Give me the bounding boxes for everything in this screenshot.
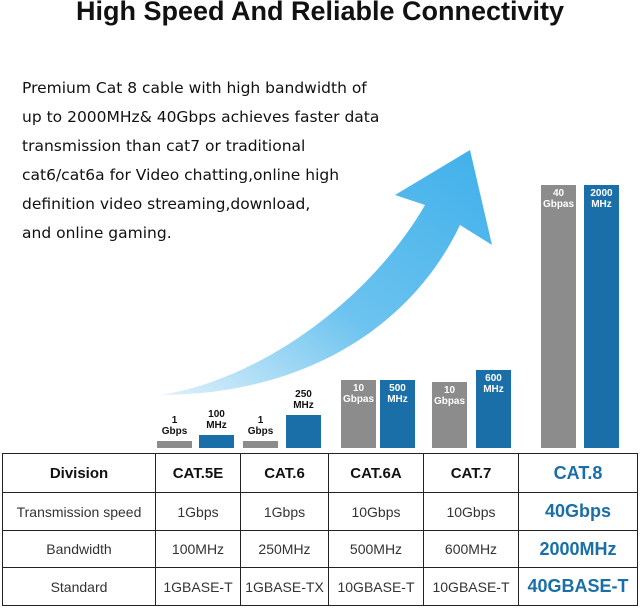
table-cell: CAT.8 — [518, 453, 638, 493]
bandwidth-label: 250 — [295, 389, 312, 400]
bandwidth-bar — [476, 370, 511, 448]
arrow — [160, 150, 492, 395]
description-line: Premium Cat 8 cable with high bandwidth … — [22, 79, 367, 97]
table-cell: 1Gbps — [155, 492, 241, 531]
speed-label: 10 — [353, 383, 365, 394]
table-row: Bandwidth 100MHz 250MHz 500MHz 600MHz 2000MHz — [2, 530, 638, 568]
table-cell: 2000MHz — [518, 530, 638, 568]
table-cell: 10Gbps — [328, 492, 424, 531]
table-cell: CAT.7 — [423, 453, 519, 493]
table-row: Transmission speed 1Gbps 1Gbps 10Gbps 10Gbps… — [2, 492, 638, 531]
table-cell: Standard — [2, 567, 156, 606]
bandwidth-label: MHz — [206, 420, 227, 431]
speed-label: 40 — [553, 188, 565, 199]
speed-bar — [432, 382, 467, 448]
speed-label: Gbps — [248, 426, 274, 437]
table-cell: 10GBASE-T — [328, 567, 424, 606]
table-cell: 40GBASE-T — [518, 567, 638, 606]
table-cell: 10Gbps — [423, 492, 519, 531]
speed-label: Gbps — [162, 426, 188, 437]
table-cell: 100MHz — [155, 530, 241, 568]
description: Premium Cat 8 cable with high bandwidth … — [22, 74, 402, 248]
speed-label: Gbpas — [434, 396, 466, 407]
speed-bar — [341, 380, 376, 448]
speed-bar — [157, 441, 192, 448]
bandwidth-label: MHz — [293, 400, 314, 411]
bandwidth-bar — [286, 415, 321, 448]
description-line: up to 2000MHz& 40Gbps achieves faster da… — [22, 108, 380, 126]
table-cell: CAT.5E — [155, 453, 241, 493]
table-cell: Transmission speed — [2, 492, 156, 531]
table-cell: 600MHz — [423, 530, 519, 568]
description-line: and online gaming. — [22, 224, 172, 242]
description-line: cat6/cat6a for Video chatting,online hig… — [22, 166, 340, 184]
speed-label: 1 — [258, 415, 264, 426]
bandwidth-bar — [380, 380, 415, 448]
bandwidth-bar — [199, 435, 234, 448]
bandwidth-label: MHz — [387, 394, 408, 405]
bandwidth-label: MHz — [591, 199, 612, 210]
description-line: transmission than cat7 or traditional — [22, 137, 306, 155]
comparison-table: Division CAT.5E CAT.6 CAT.6A CAT.7 CAT.8 Trans… — [2, 453, 638, 606]
speed-bar — [541, 185, 576, 448]
table-cell: 250MHz — [240, 530, 329, 568]
table-cell: 1GBASE-T — [155, 567, 241, 606]
table-cell: CAT.6 — [240, 453, 329, 493]
table-cell: 10GBASE-T — [423, 567, 519, 606]
speed-label: 1 — [172, 415, 178, 426]
speed-bar — [243, 441, 278, 448]
speed-label: Gbpas — [543, 199, 575, 210]
table-cell: 40Gbps — [518, 492, 638, 531]
bandwidth-label: 500 — [389, 383, 406, 394]
table-cell: Division — [2, 453, 156, 493]
table-row: Standard 1GBASE-T 1GBASE-TX 10GBASE-T 10GBAS… — [2, 567, 638, 606]
bandwidth-label: 2000 — [590, 188, 613, 199]
bandwidth-bar — [584, 185, 619, 448]
table-cell: CAT.6A — [328, 453, 424, 493]
bandwidth-label: 100 — [208, 409, 225, 420]
bandwidth-label: MHz — [483, 384, 504, 395]
table-cell: 1GBASE-TX — [240, 567, 329, 606]
title: High Speed And Reliable Connectivity — [75, 0, 565, 26]
speed-label: Gbpas — [343, 394, 375, 405]
description-line: definition video streaming,download, — [22, 195, 311, 213]
bandwidth-label: 600 — [485, 373, 502, 384]
table-cell: 500MHz — [328, 530, 424, 568]
table-row: Division CAT.5E CAT.6 CAT.6A CAT.7 CAT.8 — [2, 453, 638, 493]
table-cell: 1Gbps — [240, 492, 329, 531]
table-cell: Bandwidth — [2, 530, 156, 568]
speed-label: 10 — [444, 385, 456, 396]
